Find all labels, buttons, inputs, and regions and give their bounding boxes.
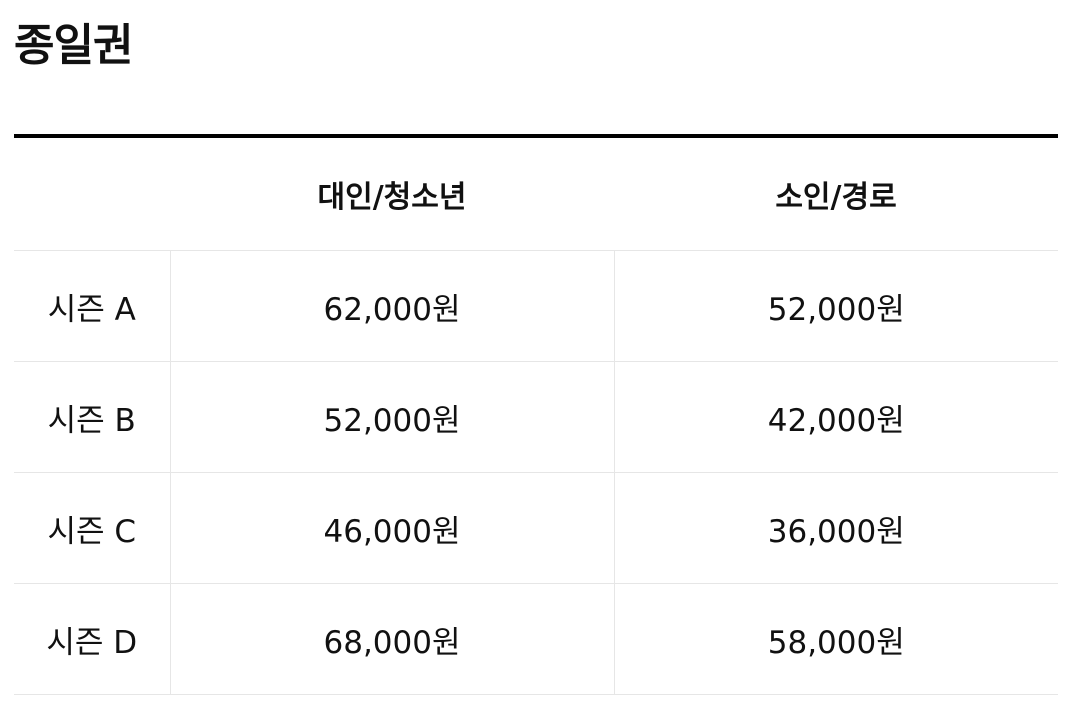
adult-price-cell: 62,000원 <box>169 250 614 362</box>
table-body: 시즌 A 62,000원 52,000원 시즌 B 52,000원 42,000… <box>14 250 1058 695</box>
table-header-row: 대인/청소년 소인/경로 <box>14 136 1058 251</box>
table-header: 대인/청소년 소인/경로 <box>14 136 1058 251</box>
header-season <box>14 136 170 251</box>
adult-price-cell: 46,000원 <box>169 472 614 584</box>
child-price-cell: 36,000원 <box>613 472 1058 584</box>
table-row: 시즌 B 52,000원 42,000원 <box>14 361 1058 473</box>
header-adult-youth: 대인/청소년 <box>170 136 614 251</box>
header-child-senior: 소인/경로 <box>614 136 1058 251</box>
season-cell: 시즌 B <box>14 361 170 473</box>
season-cell: 시즌 C <box>14 472 170 584</box>
table-row: 시즌 A 62,000원 52,000원 <box>14 250 1058 362</box>
season-cell: 시즌 A <box>14 250 170 362</box>
child-price-cell: 42,000원 <box>613 361 1058 473</box>
season-cell: 시즌 D <box>14 583 170 695</box>
price-table: 대인/청소년 소인/경로 시즌 A 62,000원 52,000원 시즌 B 5… <box>14 134 1058 695</box>
table-row: 시즌 C 46,000원 36,000원 <box>14 472 1058 584</box>
adult-price-cell: 68,000원 <box>169 583 614 695</box>
table-row: 시즌 D 68,000원 58,000원 <box>14 583 1058 695</box>
page-title: 종일권 <box>14 20 133 71</box>
adult-price-cell: 52,000원 <box>169 361 614 473</box>
child-price-cell: 52,000원 <box>613 250 1058 362</box>
child-price-cell: 58,000원 <box>613 583 1058 695</box>
